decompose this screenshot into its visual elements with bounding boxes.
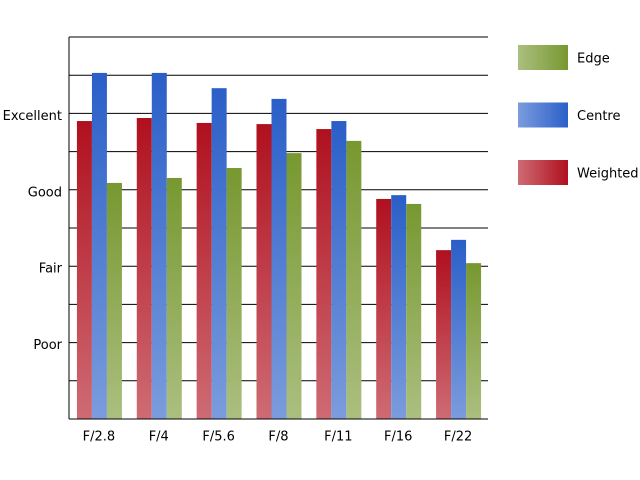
bar: [331, 121, 347, 419]
y-tick-label: Good: [28, 185, 62, 200]
bar: [196, 122, 212, 419]
bar: [271, 98, 287, 419]
bar: [256, 124, 272, 419]
x-tick-label: F/16: [384, 430, 412, 445]
y-tick-label: Fair: [39, 262, 63, 277]
bar: [211, 88, 227, 420]
bar: [436, 250, 452, 419]
x-tick-label: F/4: [149, 430, 169, 445]
bar: [406, 203, 422, 419]
bar: [91, 72, 107, 420]
legend-swatch: [518, 102, 568, 128]
x-tick-label: F/11: [324, 430, 352, 445]
x-tick-label: F/5.6: [202, 430, 235, 445]
bar: [376, 198, 392, 419]
legend-label: Edge: [577, 52, 610, 67]
x-tick-label: F/8: [268, 430, 288, 445]
bar: [226, 168, 242, 419]
bar: [316, 129, 332, 419]
bar: [466, 263, 482, 419]
bar: [136, 117, 152, 419]
legend-swatch: [518, 45, 568, 70]
legend-label: Weighted: [577, 167, 639, 182]
bar: [451, 239, 467, 419]
bar: [346, 140, 362, 420]
bar: [286, 153, 302, 420]
y-tick-label: Poor: [33, 338, 62, 353]
bar: [166, 177, 182, 419]
x-tick-label: F/22: [444, 430, 472, 445]
bar: [391, 195, 407, 419]
legend-swatch: [518, 160, 568, 185]
bar: [106, 182, 122, 419]
x-tick-label: F/2.8: [83, 430, 116, 445]
bar: [76, 121, 92, 419]
legend-label: Centre: [577, 109, 620, 124]
bar: [151, 72, 167, 420]
y-tick-label: Excellent: [3, 109, 62, 124]
